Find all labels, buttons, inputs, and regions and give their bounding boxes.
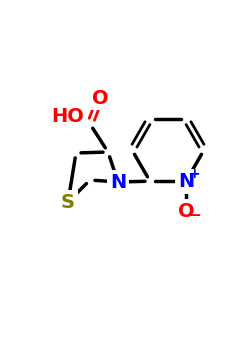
Text: HO: HO: [52, 106, 84, 126]
Text: −: −: [189, 208, 202, 223]
Text: O: O: [178, 202, 194, 221]
Text: O: O: [92, 89, 108, 107]
Text: N: N: [110, 173, 126, 191]
Text: S: S: [61, 193, 75, 211]
Text: +: +: [188, 167, 200, 181]
Text: N: N: [178, 172, 194, 191]
